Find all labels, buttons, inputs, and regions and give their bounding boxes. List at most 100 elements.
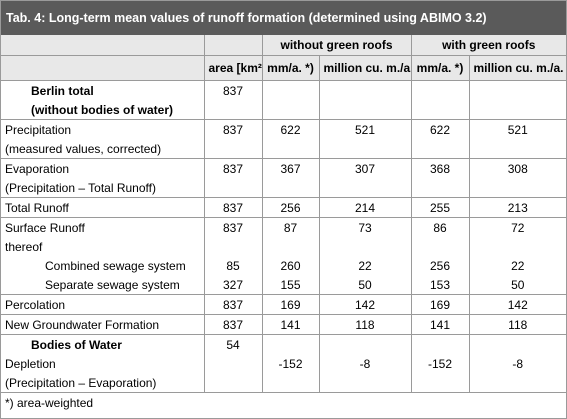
row-area [203, 139, 262, 159]
row-volume-with: -8 [468, 354, 566, 373]
row-label: (Precipitation – Total Runoff) [5, 180, 156, 195]
row-area: 837 [203, 80, 262, 100]
column-header-volume-with: million cu. m./a. [468, 55, 566, 81]
group-header-with: with green roofs [410, 35, 566, 56]
column-header-volume-without: million cu. m./a. [318, 55, 411, 81]
row-volume-with: 72 [468, 217, 566, 237]
row-mm-without: 256 [261, 197, 319, 218]
row-label: Evaporation [1, 158, 204, 178]
row-volume-with [468, 237, 566, 256]
group-header-without: without green roofs [261, 35, 411, 56]
column-header-row: area [km²] mm/a. *) million cu. m./a. mm… [1, 55, 566, 81]
row-mm-with [410, 237, 469, 256]
row-label: Total Runoff [1, 197, 204, 218]
table-row: Berlin total 837 [1, 80, 566, 100]
row-mm-with: 622 [410, 119, 469, 139]
table-row: Total Runoff 837 256 214 255 213 [1, 197, 566, 218]
row-volume-without: 118 [318, 314, 411, 335]
row-mm-with [410, 373, 469, 393]
row-mm-without [261, 373, 319, 393]
row-volume-without: 73 [318, 217, 411, 237]
row-volume-with [468, 373, 566, 393]
column-header-area: area [km²] [203, 55, 262, 81]
row-label: thereof [5, 239, 43, 254]
row-label: Berlin total [31, 83, 94, 98]
row-volume-without: 50 [318, 275, 411, 295]
row-mm-without: 141 [261, 314, 319, 335]
row-volume-without: 214 [318, 197, 411, 218]
row-mm-with: 153 [410, 275, 469, 295]
row-area [203, 354, 262, 373]
row-area: 837 [203, 158, 262, 178]
table-row: (without bodies of water) [1, 100, 566, 120]
row-area [203, 237, 262, 256]
runoff-table: without green roofs with green roofs are… [1, 35, 566, 413]
row-area: 85 [203, 256, 262, 275]
row-label: Precipitation [1, 119, 204, 139]
row-area [203, 178, 262, 198]
row-area: 327 [203, 275, 262, 295]
row-volume-without [318, 178, 411, 198]
row-volume-with [468, 100, 566, 120]
row-mm-with: 169 [410, 294, 469, 315]
row-mm-with [410, 139, 469, 159]
row-label: (without bodies of water) [31, 102, 173, 117]
group-header-empty [1, 35, 204, 56]
row-mm-with: 141 [410, 314, 469, 335]
table-title: Tab. 4: Long-term mean values of runoff … [1, 1, 566, 35]
row-mm-with: 255 [410, 197, 469, 218]
row-mm-with [410, 80, 469, 100]
row-mm-without: 155 [261, 275, 319, 295]
row-area [203, 100, 262, 120]
row-area [203, 373, 262, 393]
row-label: Combined sewage system [45, 258, 186, 273]
row-mm-without: 87 [261, 217, 319, 237]
row-area: 837 [203, 197, 262, 218]
row-label: Surface Runoff [1, 217, 204, 237]
row-label: Depletion [5, 356, 56, 371]
row-mm-with [410, 100, 469, 120]
row-mm-with [410, 334, 469, 354]
table-row: Surface Runoff 837 87 73 86 72 [1, 217, 566, 237]
row-mm-without [261, 139, 319, 159]
footnote-row: *) area-weighted [1, 392, 566, 413]
row-area: 837 [203, 294, 262, 315]
row-label: (measured values, corrected) [5, 141, 162, 156]
row-mm-without: 169 [261, 294, 319, 315]
row-volume-without [318, 139, 411, 159]
row-mm-with [410, 178, 469, 198]
row-mm-without [261, 178, 319, 198]
row-area: 837 [203, 217, 262, 237]
table-row: Evaporation 837 367 307 368 308 [1, 158, 566, 178]
row-mm-with: 368 [410, 158, 469, 178]
row-volume-without [318, 334, 411, 354]
row-mm-without [261, 100, 319, 120]
row-label: (Precipitation – Evaporation) [5, 375, 157, 390]
group-header-row: without green roofs with green roofs [1, 35, 566, 56]
footnote: *) area-weighted [1, 392, 566, 413]
row-volume-with: 308 [468, 158, 566, 178]
row-volume-with [468, 334, 566, 354]
row-label: Percolation [1, 294, 204, 315]
row-mm-with: 86 [410, 217, 469, 237]
row-volume-with: 22 [468, 256, 566, 275]
row-area: 837 [203, 119, 262, 139]
table-row: (measured values, corrected) [1, 139, 566, 159]
row-mm-without: 260 [261, 256, 319, 275]
row-mm-without [261, 80, 319, 100]
row-label: Separate sewage system [45, 277, 180, 292]
row-volume-with: 118 [468, 314, 566, 335]
row-mm-without [261, 334, 319, 354]
row-mm-with: 256 [410, 256, 469, 275]
row-volume-with: 213 [468, 197, 566, 218]
group-header-area-spacer [203, 35, 262, 56]
row-area: 54 [203, 334, 262, 354]
row-volume-without: 22 [318, 256, 411, 275]
row-volume-without [318, 100, 411, 120]
row-mm-with: -152 [410, 354, 469, 373]
row-label: Bodies of Water [1, 334, 204, 354]
column-header-label [1, 55, 204, 81]
table-row: Percolation 837 169 142 169 142 [1, 294, 566, 315]
column-header-mm-without: mm/a. *) [261, 55, 319, 81]
